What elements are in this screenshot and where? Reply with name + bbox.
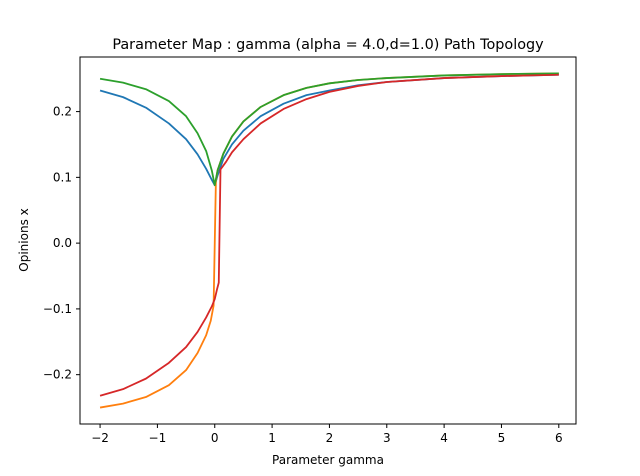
x-tick-label: 2 [326,431,334,445]
x-axis: −2 −1 0 1 2 3 4 5 6 [91,424,563,445]
plot-area [79,56,577,425]
y-tick-label: 0.0 [53,236,72,250]
y-tick-label: 0.2 [53,105,72,119]
chart-title: Parameter Map : gamma (alpha = 4.0,d=1.0… [112,37,544,53]
x-tick-label: 3 [383,431,391,445]
axes-frame [79,56,577,425]
y-axis: −0.2 −0.1 0.0 0.1 0.2 [43,105,80,382]
x-tick-label: −1 [149,431,167,445]
x-tick-label: 5 [498,431,506,445]
x-tick-label: 4 [440,431,448,445]
x-tick-label: 0 [211,431,219,445]
x-tick-label: 6 [555,431,563,445]
y-tick-label: 0.1 [53,170,72,184]
series-line-3 [99,72,559,187]
series-line-4 [99,73,559,397]
x-axis-label: Parameter gamma [272,453,384,467]
y-tick-label: −0.2 [43,368,72,382]
x-tick-label: 1 [268,431,276,445]
y-axis-label: Opinions x [17,208,31,271]
x-tick-label: −2 [91,431,109,445]
y-tick-label: −0.1 [43,302,72,316]
series-group [99,72,559,409]
